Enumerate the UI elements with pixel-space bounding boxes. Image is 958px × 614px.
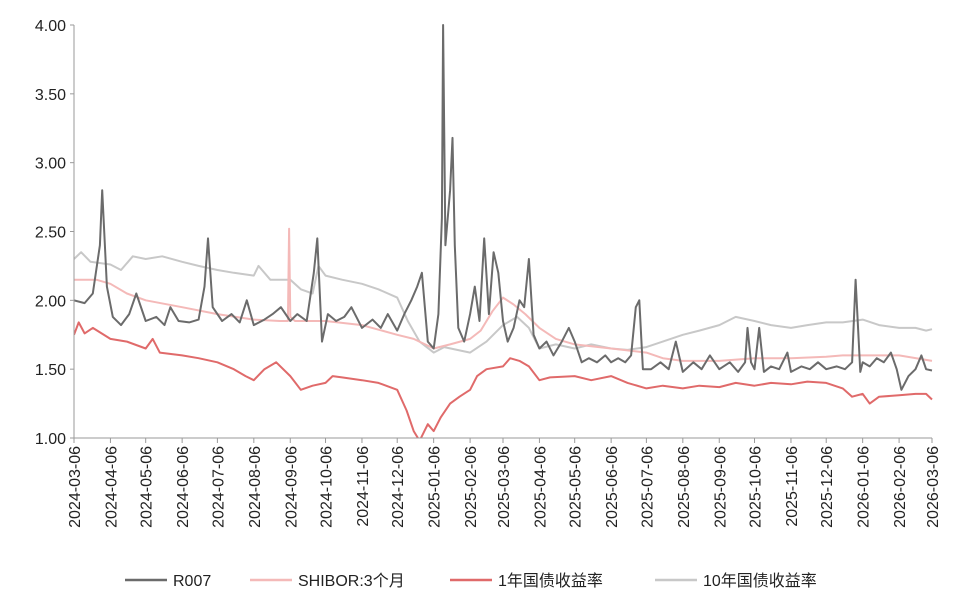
x-tick-label: 2025-08-06 xyxy=(676,446,693,528)
legend-label: R007 xyxy=(173,573,211,590)
x-tick-label: 2026-02-06 xyxy=(892,446,909,528)
series-layer xyxy=(74,24,933,438)
y-tick-label: 1.00 xyxy=(35,431,66,448)
x-tick-label: 2024-07-06 xyxy=(210,446,227,528)
x-tick-label: 2024-06-06 xyxy=(175,446,192,528)
series-line-3 xyxy=(74,251,933,354)
x-tick-label: 2025-03-06 xyxy=(496,446,513,528)
x-tick-label: 2025-05-06 xyxy=(568,446,585,528)
x-tick-label: 2025-10-06 xyxy=(748,446,765,528)
legend-label: SHIBOR:3个月 xyxy=(298,572,405,590)
x-tick-label: 2024-05-06 xyxy=(139,446,156,528)
x-tick-label: 2026-01-06 xyxy=(856,446,873,528)
y-tick-label: 3.50 xyxy=(35,87,66,104)
y-tick-label: 2.50 xyxy=(35,225,66,242)
x-tick-label: 2025-12-06 xyxy=(819,446,836,528)
legend: R007 SHIBOR:3个月 1年国债收益率 10年国债收益率 xyxy=(125,572,817,590)
y-tick-labels: 1.00 1.50 2.00 2.50 3.00 3.50 4.00 xyxy=(35,18,74,448)
series-line-0 xyxy=(74,24,933,391)
x-tick-label: 2024-12-06 xyxy=(390,446,407,528)
x-tick-labels: 2024-03-06 2024-04-06 2024-05-06 2024-06-06… xyxy=(67,438,942,528)
y-tick-label: 2.00 xyxy=(35,293,66,310)
x-tick-label: 2025-01-06 xyxy=(427,446,444,528)
x-tick-label: 2025-06-06 xyxy=(604,446,621,528)
x-tick-label: 2024-10-06 xyxy=(319,446,336,528)
legend-label: 1年国债收益率 xyxy=(498,572,603,590)
x-tick-label: 2024-08-06 xyxy=(247,446,264,528)
x-tick-label: 2024-11-06 xyxy=(355,446,372,527)
x-tick-label: 2024-03-06 xyxy=(67,446,84,528)
x-tick-label: 2025-11-06 xyxy=(784,446,801,527)
x-tick-label: 2025-04-06 xyxy=(532,446,549,528)
x-tick-label: 2024-09-06 xyxy=(283,446,300,528)
x-tick-label: 2025-09-06 xyxy=(712,446,729,528)
y-tick-label: 3.00 xyxy=(35,156,66,173)
series-line-2 xyxy=(74,321,933,438)
x-tick-label: 2025-02-06 xyxy=(463,446,480,528)
y-tick-label: 1.50 xyxy=(35,362,66,379)
x-tick-label: 2026-03-06 xyxy=(925,446,942,528)
x-tick-label: 2024-04-06 xyxy=(103,446,120,528)
legend-label: 10年国债收益率 xyxy=(703,572,817,590)
x-tick-label: 2025-07-06 xyxy=(639,446,656,528)
axes-layer xyxy=(73,25,932,439)
y-tick-label: 4.00 xyxy=(35,18,66,35)
